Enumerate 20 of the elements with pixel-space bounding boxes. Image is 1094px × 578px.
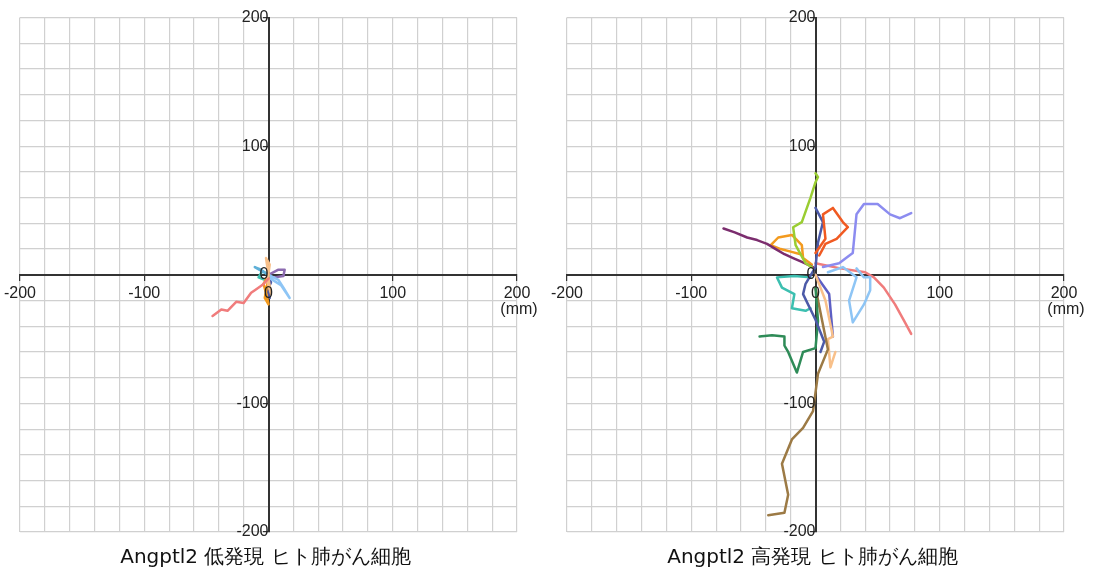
y-tick-label: 100 [788, 136, 816, 154]
x-tick-label: 200 [1050, 283, 1078, 301]
y-tick-label: -200 [783, 522, 816, 540]
x-tick-label: -100 [675, 283, 708, 301]
y-tick-label: 0 [806, 265, 816, 283]
y-tick-label: 200 [241, 8, 269, 26]
y-tick-label: -100 [236, 393, 269, 411]
x-tick-label: 200 [503, 283, 531, 301]
x-tick-label: -200 [551, 283, 584, 301]
y-tick-label: 100 [241, 136, 269, 154]
x-tick-label: 100 [379, 283, 407, 301]
x-tick-label: -100 [128, 283, 161, 301]
x-axis-title: (mm) [1047, 300, 1085, 318]
text: Angptl2 高発現 ヒト肺がん細胞 [667, 544, 958, 569]
y-tick-label: -200 [236, 522, 269, 540]
x-tick-label: 100 [926, 283, 954, 301]
x-axis-title: (mm) [500, 300, 538, 318]
text: Angptl2 低発現 ヒト肺がん細胞 [120, 544, 411, 569]
y-tick-label: 200 [788, 8, 816, 26]
x-tick-label: -200 [4, 283, 37, 301]
